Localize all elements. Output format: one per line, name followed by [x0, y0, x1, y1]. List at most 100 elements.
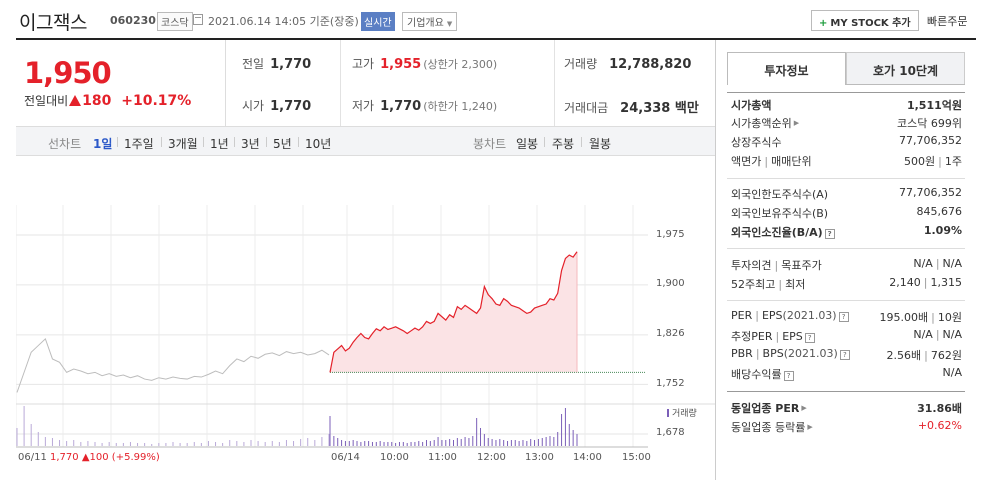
help-icon[interactable]: ? — [783, 371, 794, 381]
divider — [234, 137, 235, 147]
chart-period-tabs: 선차트 1일 1주일 3개월 1년 3년 5년 10년 봉차트 일봉 주봉 월봉 — [16, 126, 715, 156]
divider — [727, 178, 965, 179]
plus-icon: + — [819, 18, 828, 29]
tab-weekly[interactable]: 주봉 — [552, 137, 575, 151]
tab-5y[interactable]: 5년 — [273, 137, 292, 151]
chart-area: 1,950 전일대비 180 +10.17% 전일 1,770 고가 1,955 (상한… — [16, 40, 716, 480]
x-tick: 10:00 — [380, 452, 409, 463]
opinion-value: N/A | N/A — [913, 257, 962, 270]
y-tick: 1,752 — [656, 378, 685, 389]
open-value: 1,770 — [270, 99, 312, 114]
week52-high-text: 52주최고 — [731, 278, 776, 291]
divider — [554, 40, 555, 126]
corp-info-dropdown[interactable]: 기업개요 ▼ — [402, 12, 458, 31]
sector-per-text: 동일업종 PER — [731, 402, 800, 415]
tab-invest-info[interactable]: 투자정보 — [727, 52, 846, 85]
foreign-ratio-value: 1.09% — [923, 224, 962, 237]
today-area — [330, 251, 577, 373]
volume-legend: 거래량 — [667, 406, 697, 419]
help-icon[interactable]: ? — [839, 350, 850, 360]
tab-monthly[interactable]: 월봉 — [589, 137, 612, 151]
tab-3m[interactable]: 3개월 — [168, 137, 198, 151]
tab-order-book[interactable]: 호가 10단계 — [846, 52, 965, 85]
divider — [581, 137, 582, 147]
mystock-add-button[interactable]: + MY STOCK 추가 — [811, 10, 919, 31]
divider — [544, 137, 545, 147]
divider — [298, 137, 299, 147]
help-icon[interactable]: ? — [824, 229, 835, 239]
separator: | — [923, 276, 928, 289]
sector-per-row[interactable]: 동일업종 PER ▶ 31.86배 — [731, 400, 962, 417]
sector-rate-row[interactable]: 동일업종 등락률 ▶ +0.62% — [731, 419, 962, 436]
foreign-limit-value: 77,706,352 — [899, 186, 962, 199]
est-per-text: 추정PER — [731, 330, 773, 343]
x-tick: 12:00 — [477, 452, 506, 463]
separator: | — [924, 349, 928, 362]
quote-summary: 전일 1,770 고가 1,955 (상한가 2,300) 거래량 12,788,820… — [226, 40, 716, 126]
prev-value: 1,770 — [270, 57, 312, 72]
week52-high: 2,140 — [889, 276, 921, 289]
today-line — [329, 251, 578, 373]
foreign-holding-value: 845,676 — [916, 205, 963, 218]
unit-text: 매매단위 — [771, 155, 812, 168]
amount-label: 거래대금 — [564, 101, 609, 115]
lower-limit: (하한가 1,240) — [423, 100, 498, 113]
intraday-chart[interactable]: 거래량 06/11 1,770 ▲100 (+5.99%) 06/14 10:0… — [16, 157, 715, 480]
est-eps: N/A — [942, 328, 962, 341]
tab-10y[interactable]: 10년 — [305, 137, 332, 151]
low-label: 저가 — [352, 99, 375, 113]
market-cap-rank-row[interactable]: 시가총액순위 ▶ 코스닥 699위 — [731, 115, 962, 132]
tab-1d[interactable]: 1일 — [93, 137, 113, 151]
par-text: 액면가 — [731, 155, 762, 168]
separator: | — [775, 330, 780, 343]
mystock-label: MY STOCK 추가 — [830, 18, 911, 29]
price-diff: 전일대비 180 +10.17% — [24, 92, 191, 109]
market-cap-row: 시가총액 1,511억원 — [731, 97, 962, 114]
stock-code: 060230 — [110, 14, 156, 27]
divider — [340, 40, 341, 126]
per-row: PER | EPS(2021.03)? 195.00배 | 10원 — [731, 309, 962, 326]
par-value-row: 액면가 | 매매단위 500원 | 1주 — [731, 153, 962, 170]
foreign-ratio-label: 외국인소진율(B/A)? — [731, 224, 835, 240]
panel-tabs: 투자정보 호가 10단계 — [727, 52, 965, 85]
ratio-text: 외국인소진율(B/A) — [731, 226, 823, 239]
high-price: 고가 1,955 (상한가 2,300) — [352, 55, 497, 72]
prev-day-line — [16, 337, 330, 393]
separator: | — [764, 155, 769, 168]
prev-label: 전일 — [242, 57, 265, 71]
divider — [117, 137, 118, 147]
foreign-limit-row: 외국인한도주식수(A) 77,706,352 — [731, 186, 962, 203]
est-eps-text: EPS — [782, 330, 803, 343]
sector-rate-value: +0.62% — [917, 419, 962, 432]
sector-rate-label: 동일업종 등락률 ▶ — [731, 419, 813, 435]
open-label: 시가 — [242, 99, 265, 113]
tab-1w[interactable]: 1주일 — [124, 137, 154, 151]
header-divider — [16, 38, 976, 40]
market-cap-label: 시가총액 — [731, 99, 772, 112]
par-value-value: 500원 | 1주 — [904, 153, 962, 169]
tab-daily[interactable]: 일봉 — [516, 137, 539, 151]
trade-unit: 1주 — [944, 155, 962, 168]
listed-shares-value: 77,706,352 — [899, 134, 962, 147]
tab-1y[interactable]: 1년 — [210, 137, 229, 151]
high-value: 1,955 — [380, 57, 422, 72]
line-chart-label: 선차트 — [48, 137, 82, 151]
y-tick: 1,900 — [656, 278, 685, 289]
help-icon[interactable]: ? — [804, 333, 815, 343]
pbr: 2.56배 — [886, 349, 922, 362]
est-per-label: 추정PER | EPS? — [731, 328, 815, 344]
divider — [727, 391, 965, 392]
opinion-text: 투자의견 — [731, 259, 772, 272]
high-label: 고가 — [352, 57, 375, 71]
stock-name: 이그잭스 — [19, 12, 87, 34]
candle-chart-label: 봉차트 — [473, 137, 507, 151]
sector-rate-text: 동일업종 등락률 — [731, 421, 806, 434]
realtime-button[interactable]: 실시간 — [361, 12, 395, 31]
per: 195.00배 — [879, 311, 929, 324]
help-icon[interactable]: ? — [838, 312, 849, 322]
quick-order-button[interactable]: 빠른주문 — [927, 15, 968, 28]
divider — [203, 137, 204, 147]
trade-amount: 거래대금 24,338 백만 — [564, 97, 699, 116]
dividend-text: 배당수익률 — [731, 368, 782, 381]
tab-3y[interactable]: 3년 — [241, 137, 260, 151]
